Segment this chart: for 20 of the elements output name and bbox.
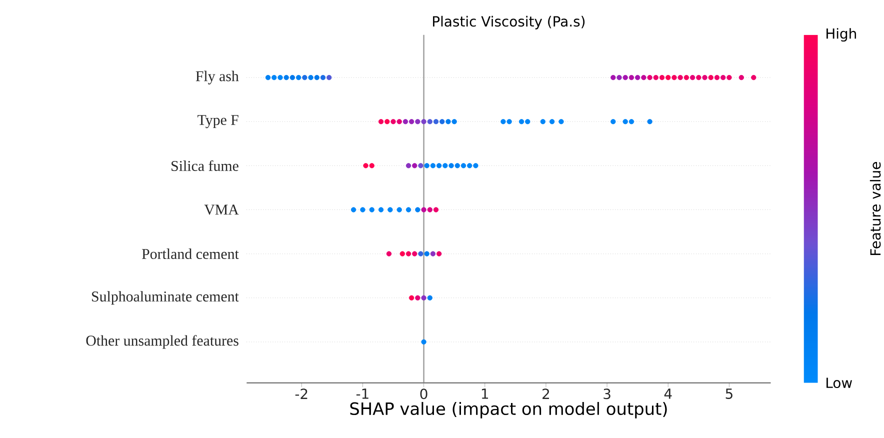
chart-title: Plastic Viscosity (Pa.s) bbox=[433, 16, 585, 30]
x-tick-label: 5 bbox=[726, 388, 732, 400]
x-tick-label: 3 bbox=[604, 388, 610, 400]
y-tick-label: Sulphoaluminate cement bbox=[92, 291, 239, 305]
x-tick-label: 2 bbox=[542, 388, 549, 400]
x-tick-label: 4 bbox=[664, 388, 672, 399]
x-axis-title: SHAP value (impact on model output) bbox=[350, 402, 667, 419]
x-tick-label: -2 bbox=[295, 388, 308, 400]
color-bar-title: Feature value bbox=[870, 162, 881, 256]
y-tick-label: Fly ash bbox=[196, 70, 239, 85]
x-tick-label: 0 bbox=[420, 388, 428, 400]
y-tick-label: Portland cement bbox=[142, 248, 239, 260]
color-bar-label: Low bbox=[826, 378, 852, 388]
color-bar-label: High bbox=[826, 28, 856, 42]
y-tick-label: Silica fume bbox=[172, 160, 238, 172]
y-tick-label: VMA bbox=[204, 204, 239, 215]
x-tick-label: -1 bbox=[356, 388, 368, 399]
y-tick-label: Type F bbox=[198, 115, 238, 128]
x-tick-label: 1 bbox=[482, 388, 488, 399]
y-tick-label: Other unsampled features bbox=[86, 335, 238, 349]
